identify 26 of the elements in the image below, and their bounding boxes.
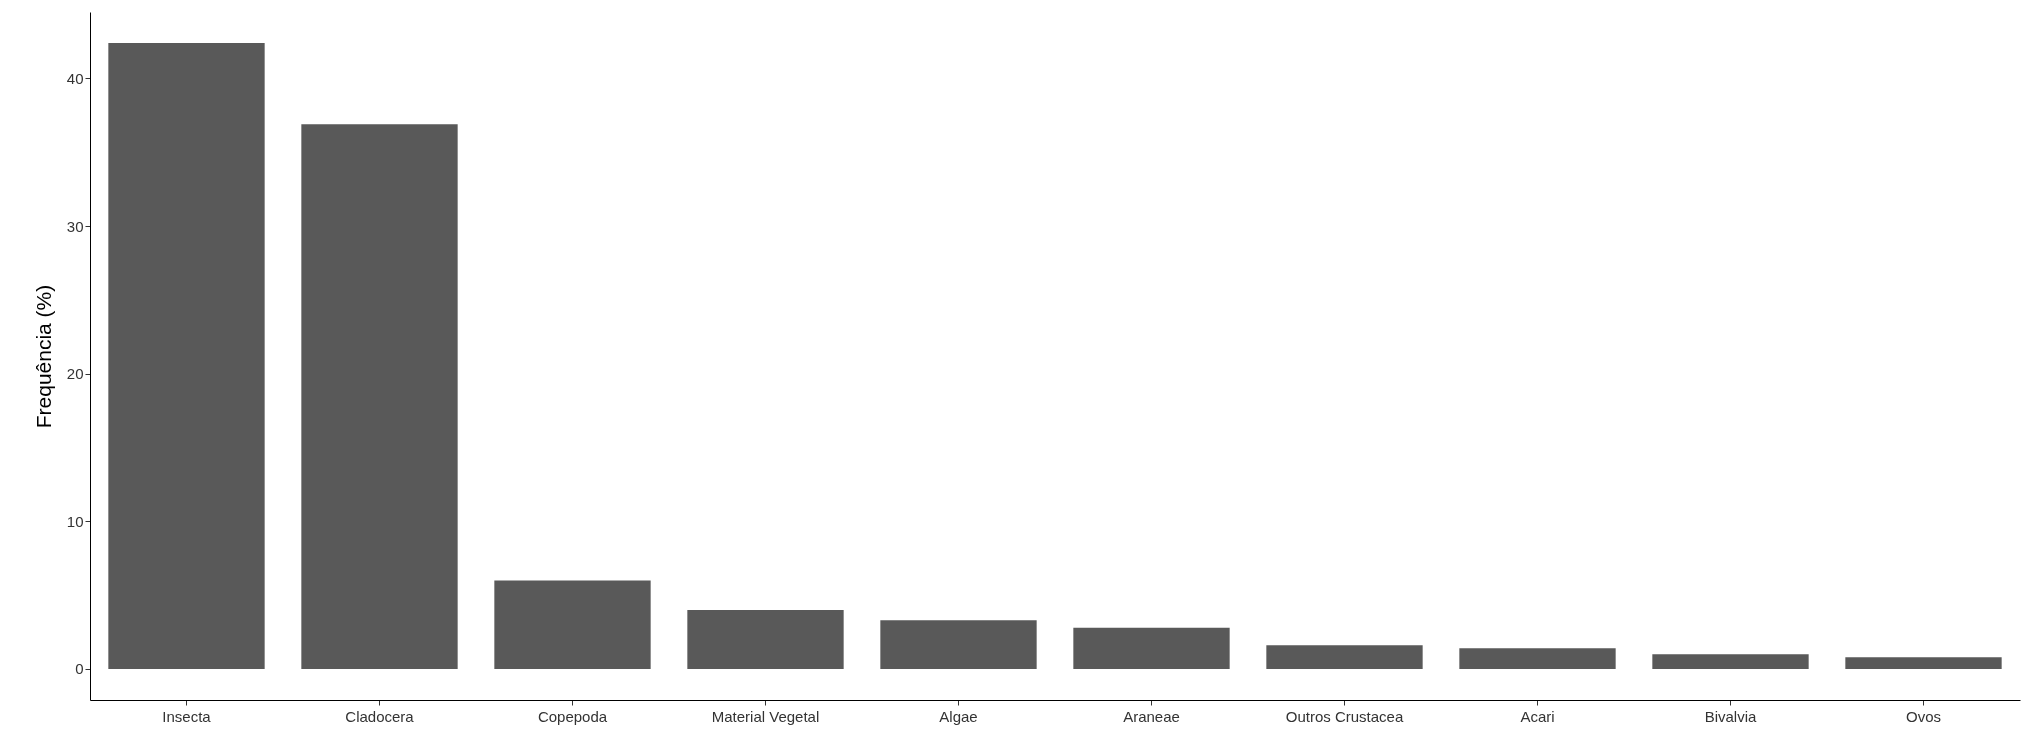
y-tick-label: 10 xyxy=(66,512,84,530)
bar xyxy=(494,580,651,669)
bar xyxy=(687,609,844,669)
bar xyxy=(880,620,1037,669)
y-tick-label: 30 xyxy=(66,217,84,235)
bar xyxy=(1266,645,1423,669)
x-tick-label: Bivalvia xyxy=(1704,707,1757,725)
x-tick-label: Copepoda xyxy=(537,707,608,725)
bar xyxy=(108,43,265,669)
bar xyxy=(1073,627,1230,669)
x-tick-label: Acari xyxy=(1520,707,1555,725)
x-tick-label: Material Vegetal xyxy=(711,707,820,725)
y-tick-label: 40 xyxy=(66,69,84,87)
y-tick-label: 20 xyxy=(66,365,84,383)
x-tick-label: Algae xyxy=(939,707,978,725)
x-tick-label: Outros Crustacea xyxy=(1285,707,1404,725)
x-tick-label: Insecta xyxy=(162,707,212,725)
bar xyxy=(1845,657,2002,669)
x-tick-label: Cladocera xyxy=(345,707,415,725)
x-tick-label: Ovos xyxy=(1905,707,1942,725)
y-axis-title: Frequência (%) xyxy=(31,284,55,429)
y-tick-label: 0 xyxy=(75,660,84,678)
x-tick-label: Araneae xyxy=(1123,707,1180,725)
bar xyxy=(1652,654,1809,669)
bar xyxy=(1459,648,1616,669)
bar xyxy=(301,124,458,669)
